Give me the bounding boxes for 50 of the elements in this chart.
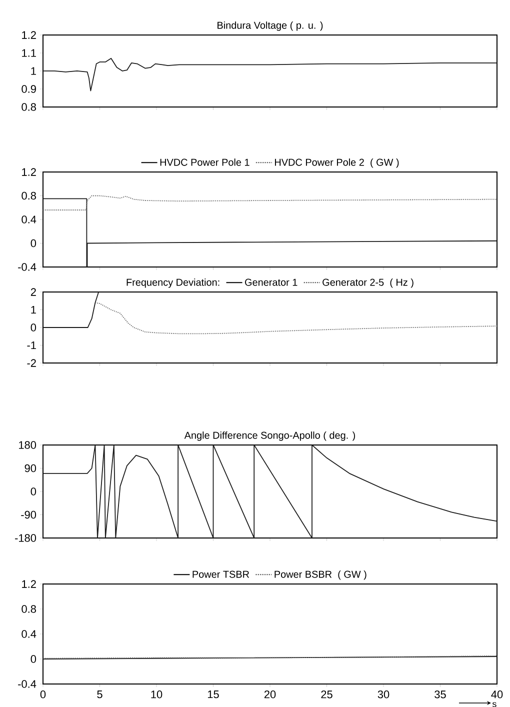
y-tick-label: 0.8	[22, 103, 36, 111]
y-tick-label: 0.8	[22, 192, 36, 200]
x-tick-label: 40	[491, 690, 503, 698]
x-tick-label: 35	[434, 690, 446, 698]
y-tick-label: 0	[30, 324, 36, 332]
y-tick-label: -1	[27, 341, 36, 350]
y-tick-label: 0.9	[22, 85, 36, 93]
line-series	[43, 292, 100, 328]
legend-label: Power BSBR	[274, 570, 332, 578]
y-tick-label: -180	[15, 534, 36, 542]
x-tick-label: 25	[321, 690, 332, 698]
y-tick-label: 0.8	[22, 605, 36, 613]
y-axis-title: ( GW )	[338, 570, 366, 580]
x-tick-label: 0	[40, 690, 46, 698]
x-tick-label: 20	[264, 690, 276, 698]
y-tick-label: 90	[24, 464, 36, 472]
chart-title: Bindura Voltage ( p. u. )	[218, 22, 323, 31]
y-tick-label: 1.2	[22, 580, 36, 588]
legend-label: Power TSBR	[192, 570, 250, 578]
y-tick-label: 0.4	[22, 216, 36, 224]
y-axis-title: ( Hz )	[390, 278, 414, 288]
legend-label: HVDC Power Pole 1	[160, 158, 250, 166]
y-tick-label: 0.4	[22, 630, 36, 638]
x-axis-title: s	[492, 702, 496, 707]
y-tick-label: 0	[30, 488, 36, 496]
x-tick-label: 15	[208, 690, 219, 698]
legend-label: Generator 1	[245, 278, 298, 286]
line-series	[43, 444, 497, 538]
chart-title: Angle Difference Songo-Apollo ( deg. )	[184, 432, 355, 441]
x-tick-label: 5	[97, 690, 102, 698]
y-tick-label: -90	[21, 510, 36, 519]
y-tick-label: -2	[27, 359, 36, 367]
legend-label: HVDC Power Pole 2	[275, 158, 364, 166]
y-tick-label: -0.4	[18, 680, 36, 688]
y-tick-label: 1	[31, 306, 36, 314]
y-tick-label: 1	[31, 67, 36, 75]
y-tick-label: 180	[19, 441, 36, 449]
chart-title: Frequency Deviation:	[126, 278, 220, 288]
y-tick-label: 2	[30, 288, 36, 296]
legend-label: Generator 2-5	[322, 278, 384, 286]
y-tick-label: 0	[30, 655, 36, 663]
y-tick-label: 1.2	[22, 31, 36, 39]
y-tick-label: 1.1	[22, 49, 36, 57]
line-series	[94, 302, 497, 334]
x-tick-label: 10	[151, 690, 162, 698]
y-tick-label: 0	[30, 239, 36, 248]
x-tick-label: 30	[378, 690, 390, 698]
y-tick-label: -0.4	[18, 263, 36, 271]
y-tick-label: 1.2	[22, 168, 36, 176]
y-axis-title: ( GW )	[370, 158, 399, 168]
